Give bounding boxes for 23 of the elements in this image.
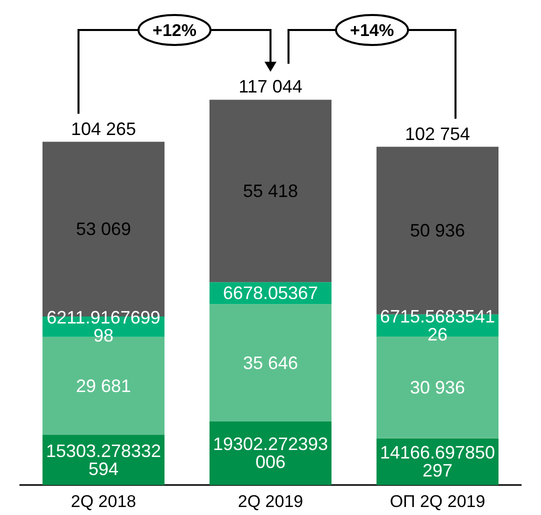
x-tick-label: 2Q 2018: [70, 492, 136, 511]
data-label: 30 936: [410, 377, 466, 398]
total-label: 117 044: [238, 76, 302, 97]
data-label: 6678.05367: [222, 283, 318, 304]
data-label: 53 069: [76, 219, 132, 240]
text: +14%: [350, 21, 394, 40]
x-tick-label: 2Q 2019: [238, 492, 304, 511]
total-label: 102 754: [404, 124, 470, 144]
data-label: 55 418: [242, 180, 298, 201]
data-label: 14166.697850297: [380, 442, 496, 481]
data-label: 35 646: [242, 352, 298, 373]
data-label: 6211.916769998: [46, 308, 160, 346]
data-label: 29 681: [76, 376, 132, 396]
data-label: 19302.272393006: [212, 434, 328, 472]
bar: [210, 421, 332, 485]
x-tick-label: ОП 2Q 2019: [390, 492, 486, 511]
total-label: 104 265: [70, 118, 136, 139]
data-label: 15303.278332594: [46, 440, 162, 479]
data-label: 50 936: [410, 220, 466, 241]
data-label: 6715.568354126: [380, 306, 496, 344]
bar: [210, 304, 332, 422]
bar: [210, 100, 332, 282]
text: +12%: [152, 21, 196, 40]
